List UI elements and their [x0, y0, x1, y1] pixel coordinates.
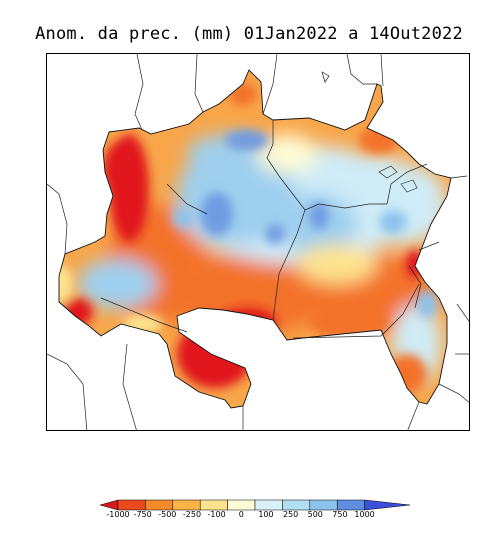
- colorbar-tick-labels: -1000 -750 -500 -250 -100 0 100 250 500 750 1000: [100, 510, 410, 524]
- colorbar-bin: [117, 499, 146, 511]
- colorbar-svg: [100, 499, 410, 511]
- colorbar-tick-label: 100: [258, 510, 274, 519]
- colorbar-bin: [227, 499, 256, 511]
- colorbar-bin: [145, 499, 174, 511]
- colorbar-tick-label: 1000: [354, 510, 375, 519]
- anomaly-field: [59, 70, 451, 408]
- colorbar-arrow-high: [364, 499, 410, 511]
- colorbar-tick-label: -100: [207, 510, 226, 519]
- colorbar-tick-label: 0: [238, 510, 244, 519]
- colorbar-bin: [172, 499, 201, 511]
- colorbar-bin: [336, 499, 365, 511]
- colorbar-tick-label: 250: [282, 510, 299, 519]
- colorbar-tick-label: -250: [182, 510, 202, 519]
- colorbar-tick-label: -1000: [106, 510, 130, 519]
- state-borders: [100, 120, 440, 339]
- map-panel: [46, 53, 470, 431]
- map-title: Anom. da prec. (mm) 01Jan2022 a 14Out202…: [35, 24, 463, 44]
- colorbar-bin: [199, 499, 228, 511]
- colorbar-arrow-low: [100, 499, 119, 511]
- colorbar-bin: [254, 499, 283, 511]
- colorbar-tick-label: 750: [332, 510, 348, 519]
- map-svg: [47, 54, 469, 430]
- colorbar-bin: [282, 499, 311, 511]
- colorbar-tick-label: 500: [307, 510, 323, 519]
- colorbar-tick-label: -500: [158, 510, 177, 519]
- islands: [378, 165, 418, 193]
- country-borders: [47, 54, 469, 430]
- colorbar-bin: [309, 499, 338, 511]
- colorbar-tick-label: -750: [133, 510, 152, 519]
- colorbar-legend: -1000 -750 -500 -250 -100 0 100 250 500 750 1000: [100, 498, 410, 528]
